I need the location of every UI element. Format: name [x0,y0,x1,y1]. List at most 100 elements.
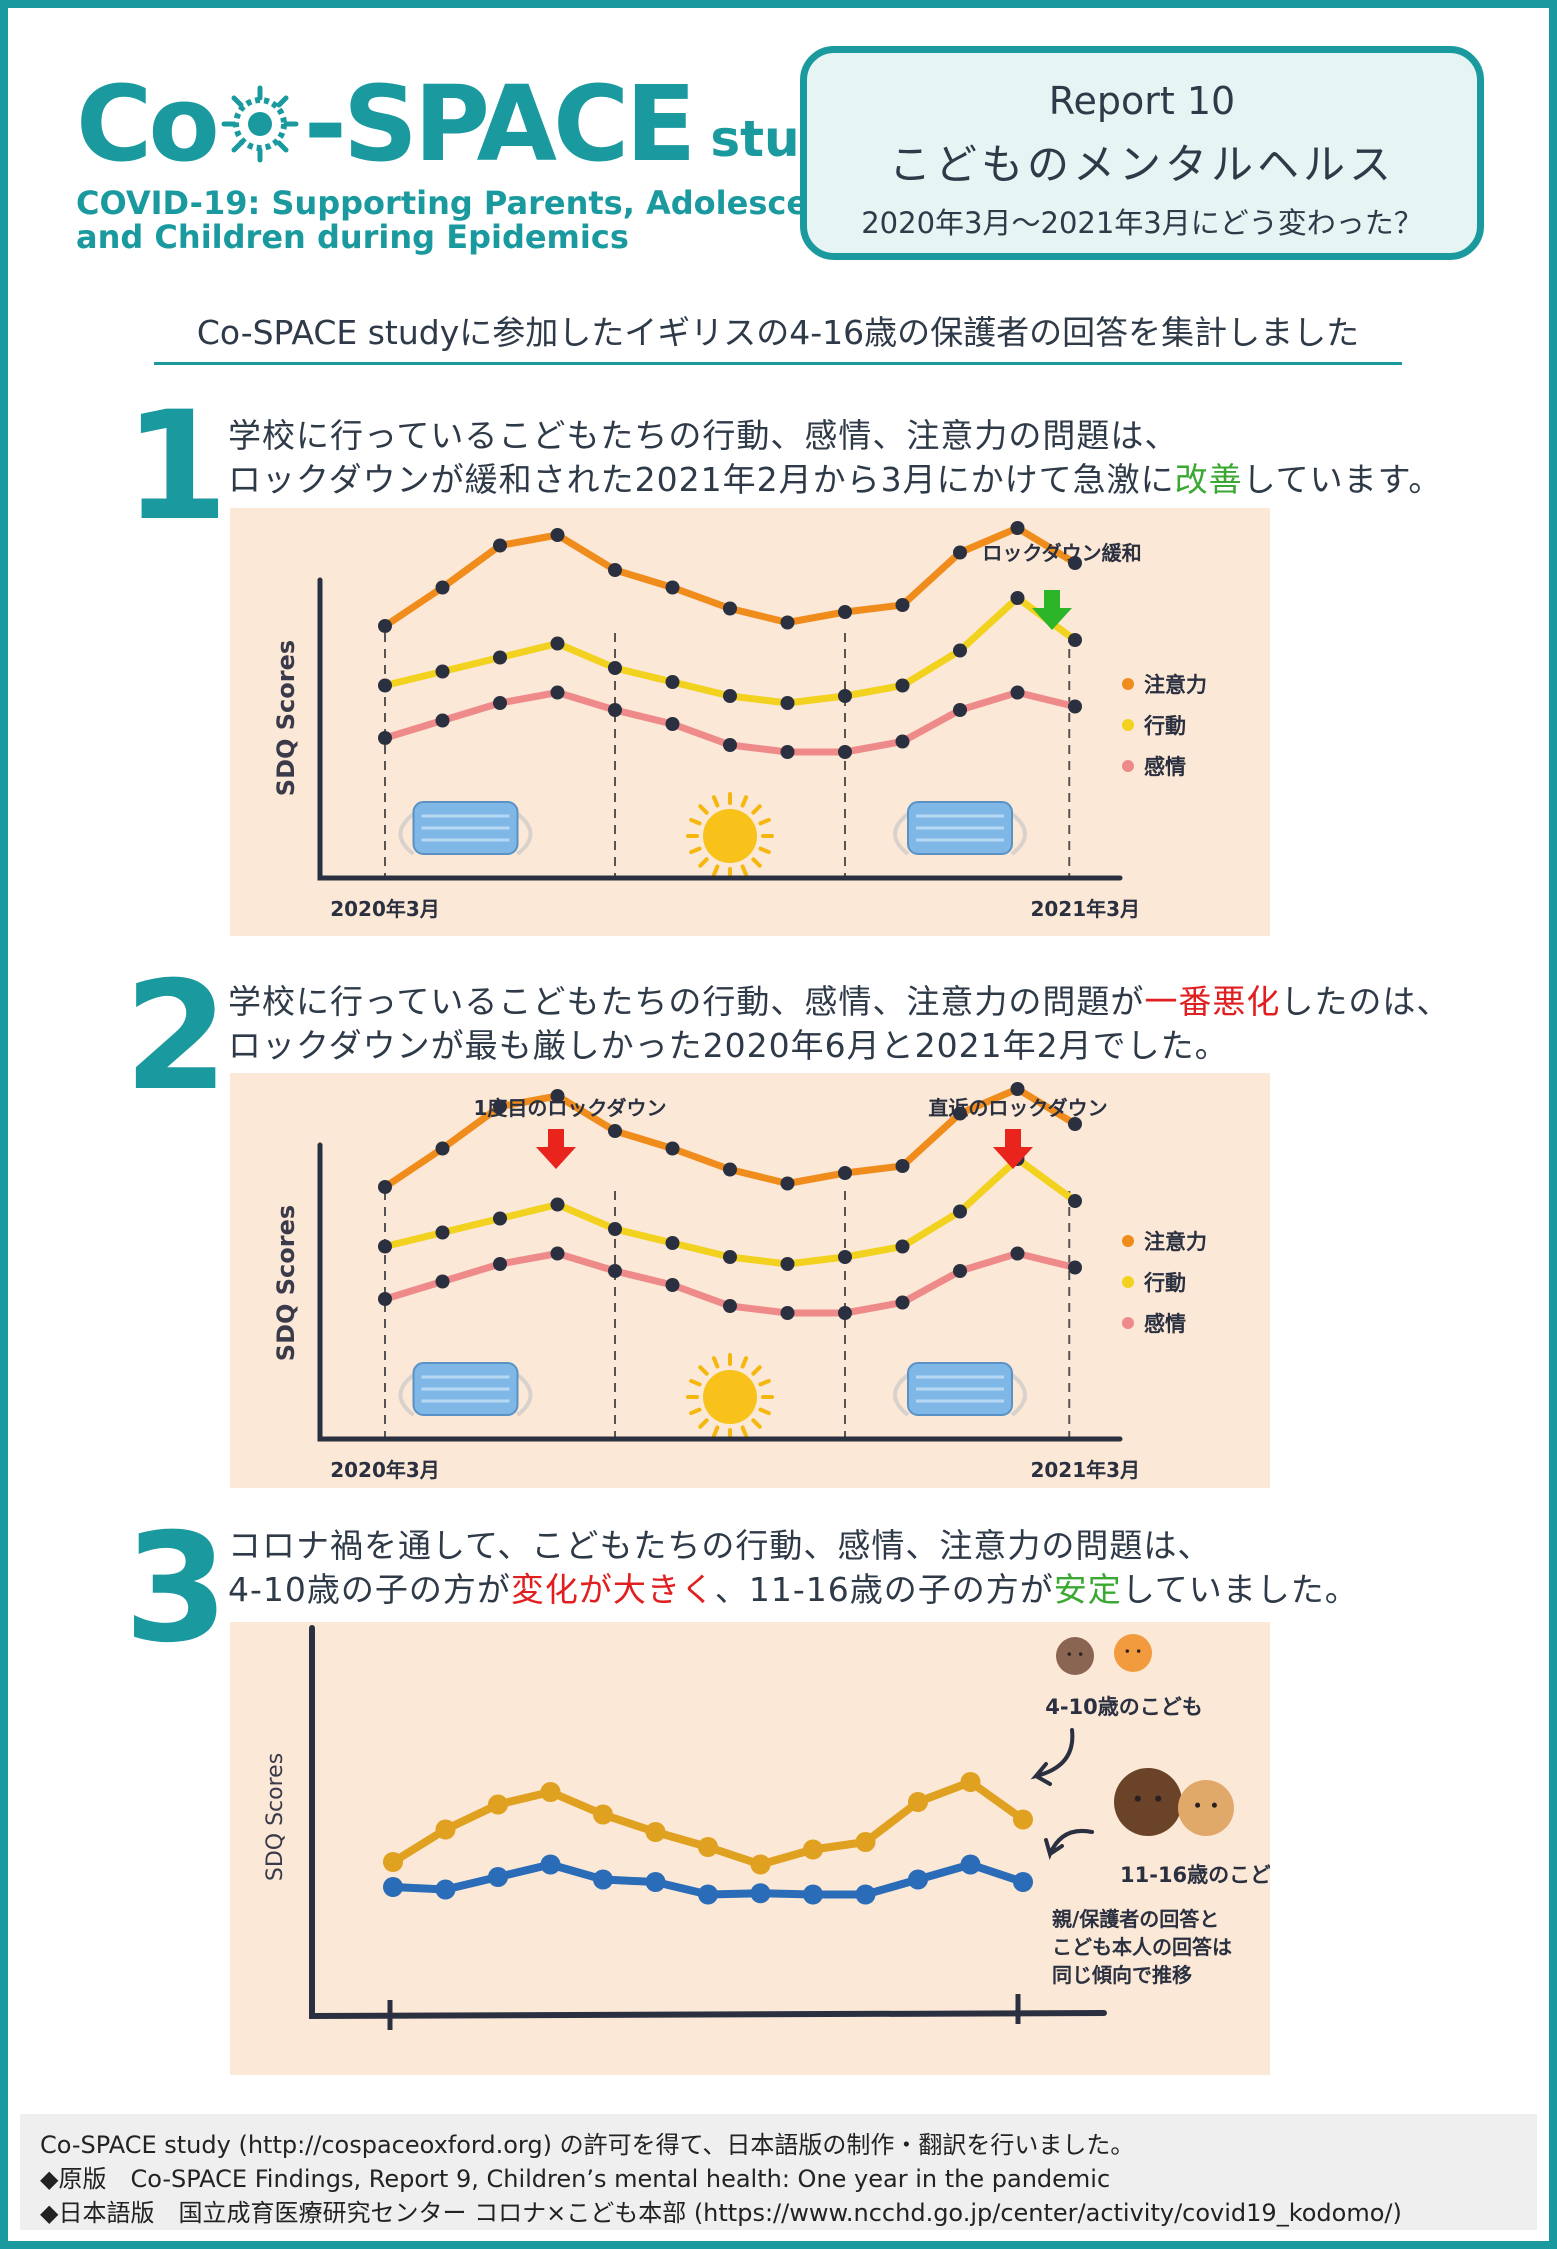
data-point [895,1159,910,1173]
data-point [895,678,910,693]
data-point [608,563,622,577]
chart-axes [317,1142,1123,1442]
data-point [435,1819,456,1840]
note-text: 同じ傾向で推移 [1052,1963,1192,1987]
series-label: 4-10歳のこども [1045,1695,1203,1719]
data-point [550,1246,565,1261]
annotation-relaxation: ロックダウン緩和 [982,541,1141,565]
data-point [383,1877,403,1897]
sun-ray [758,846,771,855]
data-point [698,1837,718,1857]
sun-ray [689,846,702,855]
sun-disc [703,1370,757,1424]
data-point [593,1869,613,1890]
data-point [838,689,852,703]
data-point [1068,1117,1082,1131]
data-point [780,615,795,630]
data-point [493,1257,507,1271]
data-point [665,1236,680,1250]
data-point [953,1204,967,1219]
child-face-icon [1056,1637,1094,1675]
data-point [540,1854,561,1875]
section-1-line2-pre: ロックダウンが緩和された2021年2月から3月にかけて急激に [228,460,1175,499]
section-3-line2-a: 4-10歳の子の方が [228,1570,511,1609]
logo-space: -SPACE [303,63,697,185]
chart-1-panel: SDQ Scores 2020年3月 2021年3月 注意力 行動 感情 ロックダウン緩和 [230,508,1270,936]
data-point [723,689,737,703]
data-point [895,1295,910,1310]
sun-ray [689,817,702,826]
data-point [895,598,910,612]
legend-marker [1122,1276,1134,1288]
data-point [493,650,507,665]
virus-icon [221,85,299,163]
data-point [435,580,450,595]
legend-label: 行動 [1143,714,1186,738]
data-point [895,1239,910,1254]
section-number-1: 1 [124,380,229,554]
sun-ray [711,1425,720,1438]
data-point [645,1872,666,1892]
data-point [953,703,967,717]
x-tick-label: 2020年3月 [330,897,440,921]
mask-strap [398,1373,533,1417]
data-point [1010,591,1025,605]
data-point [780,1176,795,1191]
data-point [608,1222,622,1236]
data-point [550,636,565,651]
sun-ray [758,817,771,826]
legend-marker [1122,1317,1134,1329]
sun-ray [751,1418,762,1429]
data-point [1068,556,1082,570]
legend-marker [1122,1235,1134,1247]
footer-line-2: ◆原版 Co-SPACE Findings, Report 9, Childre… [40,2165,1111,2193]
legend-label: 感情 [1144,755,1186,779]
section-1-line1: 学校に行っているこどもたちの行動、感情、注意力の問題は、 [228,416,1179,455]
data-point [1010,1082,1025,1096]
data-point [960,1854,981,1875]
sun-ray [740,864,749,877]
sun-ray [740,1356,749,1369]
data-point [1010,1246,1025,1261]
data-point [378,1292,392,1306]
sun-ray [740,795,749,808]
cospace-logo: Co -SPACE study COVID-19: Supporting Par… [76,72,868,254]
section-2-highlight: 一番悪化 [1144,982,1281,1021]
red-arrow-icon [536,1129,576,1169]
section-2-line2: ロックダウンが最も厳しかった2020年6月と2021年2月でした。 [228,1026,1229,1065]
data-point [803,1884,823,1905]
legend-marker [1122,719,1134,731]
data-point [608,703,622,717]
annotation-latest-lockdown: 直近のロックダウン [928,1096,1107,1120]
data-point [493,1211,507,1226]
mask-strap [893,812,1027,856]
footer: Co-SPACE study (http://cospaceoxford.org… [20,2114,1537,2230]
face-eye [1195,1802,1201,1808]
data-point [698,1884,718,1905]
annotation-first-lockdown: 1度目のロックダウン [473,1096,666,1120]
data-point [750,1883,771,1904]
sun-ray [689,1378,702,1387]
legend-marker [1122,760,1134,772]
face-eye [1134,1795,1141,1802]
data-point [803,1839,823,1860]
report-box: Report 10 こどものメンタルヘルス 2020年3月～2021年3月にどう… [800,46,1484,260]
data-point [1013,1809,1033,1830]
data-point [838,605,852,619]
data-point [1013,1872,1033,1892]
data-point [960,1772,981,1792]
logo-subtitle-2: and Children during Epidemics [76,218,629,256]
data-point [953,643,967,658]
sun-ray [689,1407,702,1416]
data-point [780,696,795,710]
legend-label: 行動 [1143,1271,1186,1295]
data-point [608,1264,622,1278]
data-point [723,1162,737,1177]
note-text: こども本人の回答は [1052,1935,1232,1959]
chart-2-panel: SDQ Scores 2020年3月 2021年3月 注意力 行動 感情 1度目のロックダウ… [230,1073,1270,1488]
section-number-2: 2 [124,950,229,1124]
data-point [488,1794,508,1815]
section-2-line1-post: したのは、 [1280,982,1451,1021]
legend-label: 注意力 [1144,1230,1207,1254]
